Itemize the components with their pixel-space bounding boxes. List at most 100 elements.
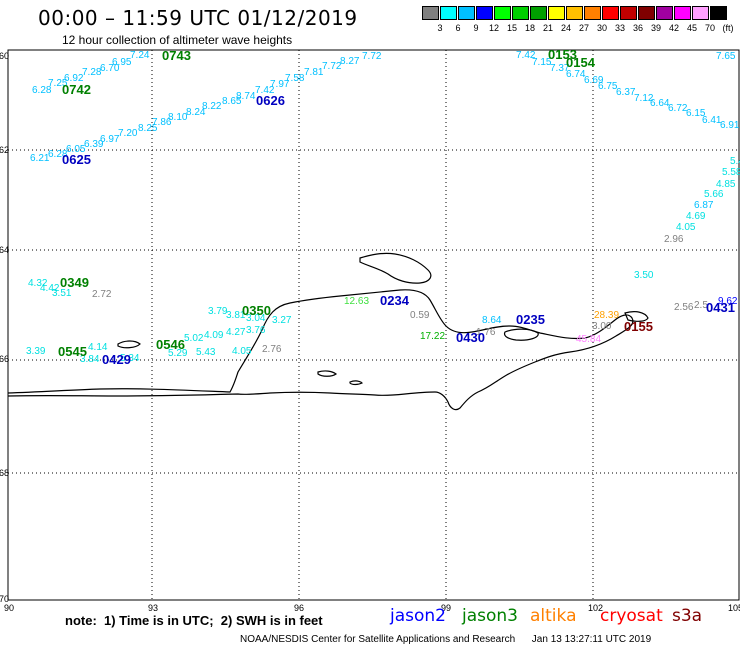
colorbar-swatch <box>494 6 511 20</box>
colorbar-label: 21 <box>542 23 553 33</box>
footer-credit: NOAA/NESDIS Center for Satellite Applica… <box>240 634 652 645</box>
swh-label: 5.4 <box>730 156 740 167</box>
swh-label: 7.72 <box>362 51 382 62</box>
pass-time-label: 0429 <box>102 352 131 367</box>
y-tick-label: -66 <box>0 354 10 364</box>
pass-time-label: 0235 <box>516 312 545 327</box>
swh-label: 7.72 <box>322 61 342 72</box>
swh-label: 6.91 <box>720 120 740 131</box>
swh-label: 7.20 <box>118 128 138 139</box>
swh-label: 8.27 <box>340 56 360 67</box>
swh-label: 6.41 <box>702 115 722 126</box>
swh-label: 9.62 <box>718 296 738 307</box>
swh-label: 6.95 <box>112 57 132 68</box>
colorbar-swatch <box>692 6 709 20</box>
colorbar-swatch <box>440 6 457 20</box>
pass-time-label: 0626 <box>256 93 285 108</box>
swh-label: 7.42 <box>516 50 536 61</box>
page-subtitle: 12 hour collection of altimeter wave hei… <box>62 33 293 47</box>
colorbar-label: 9 <box>473 23 479 33</box>
pass-time-label: 0431 <box>706 300 735 315</box>
swh-label: 7.58 <box>285 73 305 84</box>
swh-label: 3.00 <box>592 321 612 332</box>
pass-time-label: 0430 <box>456 330 485 345</box>
footer-note: note: 1) Time is in UTC; 2) SWH is in fe… <box>65 613 323 628</box>
swh-label: 4.32 <box>28 278 48 289</box>
swh-label: 3.79 <box>208 306 228 317</box>
pass-time-label: 0154 <box>566 55 595 70</box>
swh-label: 4.69 <box>686 211 706 222</box>
pass-time-label: 0625 <box>62 152 91 167</box>
y-tick-label: -60 <box>0 51 10 61</box>
swh-label: 6.75 <box>598 81 618 92</box>
colorbar-label: 15 <box>506 23 517 33</box>
pass-time-label: 0350 <box>242 303 271 318</box>
coastline <box>7 252 649 411</box>
swh-label: 2.72 <box>92 289 112 300</box>
swh-label: 2.76 <box>262 344 282 355</box>
colorbar-swatch <box>476 6 493 20</box>
swh-label: 2.96 <box>664 234 684 245</box>
colorbar-label: 3 <box>437 23 443 33</box>
swh-label: 6.64 <box>650 98 670 109</box>
colorbar-swatch <box>584 6 601 20</box>
swh-label: 6.69 <box>584 75 604 86</box>
swh-label: 7.25 <box>48 78 68 89</box>
swh-label: 0.59 <box>410 310 430 321</box>
swh-label: 7.42 <box>255 85 275 96</box>
pass-time-label: 0155 <box>624 319 653 334</box>
swh-label: 4.27 <box>226 327 246 338</box>
swh-label: 6.72 <box>668 103 688 114</box>
colorbar-label: 70 <box>704 23 715 33</box>
x-tick-label: 105 <box>728 603 740 613</box>
colorbar-label: 45 <box>686 23 697 33</box>
colorbar-swatch <box>422 6 439 20</box>
swh-label: 7.81 <box>304 67 324 78</box>
pass-time-label: 0349 <box>60 275 89 290</box>
colorbar-swatch <box>656 6 673 20</box>
swh-label: 3.81 <box>226 310 246 321</box>
swh-label: 6.97 <box>100 134 120 145</box>
swh-label: 4.42 <box>40 283 60 294</box>
swh-label: 17.22 <box>420 331 446 342</box>
swh-label: 8.24 <box>186 107 206 118</box>
colorbar-swatch <box>638 6 655 20</box>
swh-label: 5.58 <box>722 167 740 178</box>
pass-time-label: 0545 <box>58 344 87 359</box>
swh-label: 8.74 <box>236 91 256 102</box>
swh-label: 2.5 <box>694 300 708 311</box>
swh-label: 3.84 <box>80 354 100 365</box>
colorbar-label: 6 <box>455 23 461 33</box>
swh-label: 3.27 <box>272 315 292 326</box>
y-tick-label: -70 <box>0 594 10 604</box>
plot-frame <box>7 49 740 601</box>
swh-label: 2.56 <box>674 302 694 313</box>
swh-label: 6.39 <box>84 139 104 150</box>
colorbar-label: 30 <box>596 23 607 33</box>
swh-label: 8.10 <box>168 112 188 123</box>
y-tick-label: -64 <box>0 245 10 255</box>
y-tick-label: -68 <box>0 468 10 478</box>
x-tick-label: 93 <box>148 603 159 613</box>
pass-time-label: 0234 <box>380 293 409 308</box>
swh-label: 6.87 <box>694 200 714 211</box>
colorbar-label: 42 <box>668 23 679 33</box>
colorbar-label: 12 <box>488 23 499 33</box>
swh-label: 8.64 <box>482 315 502 326</box>
swh-label: 7.12 <box>634 93 654 104</box>
colorbar-label: 36 <box>632 23 643 33</box>
colorbar-unit: (ft) <box>722 23 734 33</box>
swh-label: 3.04 <box>246 313 266 324</box>
satellite-legend-altika: altika <box>530 606 577 626</box>
colorbar-label: 18 <box>524 23 535 33</box>
swh-label: 6.74 <box>566 69 586 80</box>
pass-time-label: 0153 <box>548 47 577 62</box>
swh-label: 4.05 <box>676 222 696 233</box>
swh-label: 7.97 <box>270 79 290 90</box>
satellite-legend-jason3: jason3 <box>462 606 518 626</box>
swh-label: 12.63 <box>344 296 370 307</box>
swh-label: 5.34 <box>120 353 140 364</box>
swh-label: 8.25 <box>138 123 158 134</box>
colorbar-label: 24 <box>560 23 571 33</box>
